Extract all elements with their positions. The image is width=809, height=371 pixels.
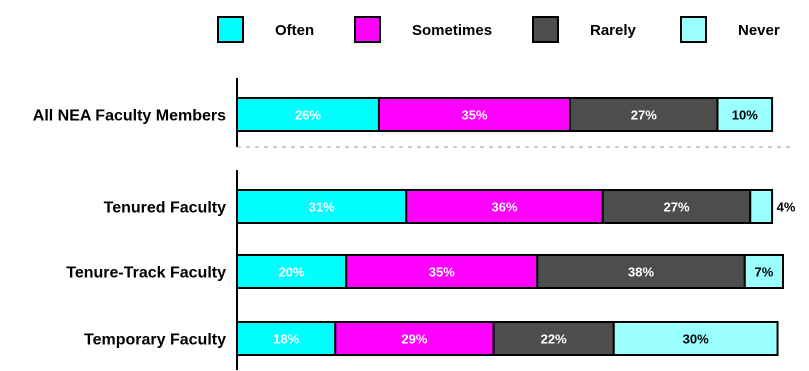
- bar-rarely-all-nea-faculty-members: [569, 97, 719, 132]
- legend-swatch-often: [217, 16, 244, 43]
- data-label-rarely-tenure-track-faculty: 38%: [628, 265, 654, 280]
- bar-rarely-tenured-faculty: [601, 189, 752, 224]
- data-label-sometimes-tenure-track-faculty: 35%: [429, 265, 455, 280]
- category-label-tenure-track-faculty: Tenure-Track Faculty: [66, 265, 226, 282]
- data-label-often-tenured-faculty: 31%: [309, 200, 335, 215]
- data-label-sometimes-tenured-faculty: 36%: [492, 200, 518, 215]
- category-label-temporary-faculty: Temporary Faculty: [84, 332, 226, 349]
- legend-swatch-sometimes: [354, 16, 381, 43]
- bar-never-temporary-faculty: [612, 321, 779, 356]
- bar-sometimes-tenured-faculty: [405, 189, 604, 224]
- data-label-often-temporary-faculty: 18%: [273, 332, 299, 347]
- bar-sometimes-all-nea-faculty-members: [377, 97, 572, 132]
- bar-often-tenured-faculty: [236, 189, 408, 224]
- data-label-often-all-nea-faculty-members: 26%: [295, 108, 321, 123]
- data-label-rarely-tenured-faculty: 27%: [664, 200, 690, 215]
- bar-never-all-nea-faculty-members: [716, 97, 774, 132]
- bar-never-tenure-track-faculty: [743, 254, 785, 289]
- legend-swatch-never: [680, 16, 707, 43]
- category-labels: All NEA Faculty Members Tenured Faculty Te…: [33, 108, 226, 349]
- chart-bars: 26% 35% 27% 10% 31% 36% 27% 4% 20% 35% 38% 7% 18% 29%…: [236, 97, 796, 356]
- legend-swatch-rarely: [532, 16, 559, 43]
- legend-label-rarely: Rarely: [590, 22, 637, 39]
- data-label-rarely-all-nea-faculty-members: 27%: [631, 108, 657, 123]
- bar-rarely-temporary-faculty: [492, 321, 615, 356]
- category-label-all-nea-faculty-members: All NEA Faculty Members: [33, 108, 226, 125]
- data-label-never-tenured-faculty: 4%: [777, 200, 796, 215]
- bar-rarely-tenure-track-faculty: [536, 254, 746, 289]
- data-label-often-tenure-track-faculty: 20%: [279, 265, 305, 280]
- bar-often-temporary-faculty: [236, 321, 337, 356]
- data-label-never-all-nea-faculty-members: 10%: [732, 108, 758, 123]
- data-label-sometimes-temporary-faculty: 29%: [401, 332, 427, 347]
- chart-legend: Often Sometimes Rarely Never: [217, 16, 780, 43]
- category-label-tenured-faculty: Tenured Faculty: [104, 200, 226, 217]
- legend-label-sometimes: Sometimes: [412, 22, 492, 39]
- bar-never-tenured-faculty: [749, 189, 774, 224]
- data-label-never-tenure-track-faculty: 7%: [754, 265, 773, 280]
- legend-label-often: Often: [275, 22, 314, 39]
- legend-label-never: Never: [738, 22, 780, 39]
- data-label-rarely-temporary-faculty: 22%: [541, 332, 567, 347]
- data-label-sometimes-all-nea-faculty-members: 35%: [461, 108, 487, 123]
- data-label-never-temporary-faculty: 30%: [683, 332, 709, 347]
